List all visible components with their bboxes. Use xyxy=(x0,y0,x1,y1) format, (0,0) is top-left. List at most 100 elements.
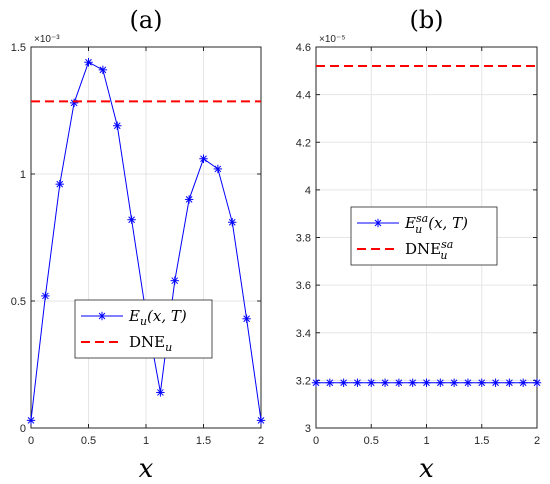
data-point xyxy=(97,311,107,321)
data-point xyxy=(242,314,251,323)
y-tick-label: 3.8 xyxy=(296,233,311,245)
y-tick-label: 3.4 xyxy=(296,328,311,340)
legend-box xyxy=(74,299,213,359)
x-tick-label: 0 xyxy=(28,435,34,447)
x-tick-label: 1 xyxy=(423,435,429,447)
data-point xyxy=(26,416,36,425)
star-stroke xyxy=(243,315,250,323)
star-stroke xyxy=(171,277,179,285)
data-point xyxy=(84,58,93,67)
data-point xyxy=(184,195,194,204)
legend-entry: DNEu xyxy=(129,333,172,354)
y-tick-label: 1 xyxy=(20,169,26,181)
data-point xyxy=(505,378,514,387)
data-point xyxy=(422,378,431,387)
legend: Eu(x, T)DNEu xyxy=(74,299,213,359)
y-tick-label: 0 xyxy=(20,423,26,435)
data-point xyxy=(228,218,237,227)
data-point xyxy=(373,218,383,228)
x-tick-label: 1.5 xyxy=(474,435,489,447)
star-stroke xyxy=(99,66,107,74)
data-point xyxy=(491,378,500,387)
legend-box xyxy=(350,206,498,266)
legend-main: E xyxy=(404,214,416,232)
y-tick-label: 4.2 xyxy=(296,137,311,149)
data-point xyxy=(55,179,64,189)
x-tick-label: 2 xyxy=(258,435,264,447)
y-exponent-label: ×10⁻⁵ xyxy=(319,34,345,45)
star-stroke xyxy=(128,216,135,224)
legend: Esa u (x, T)DNEsa u xyxy=(350,206,498,266)
x-tick-label: 0.5 xyxy=(364,435,379,447)
star-stroke xyxy=(478,379,486,387)
star-stroke xyxy=(326,379,334,387)
star-stroke xyxy=(312,379,320,387)
star-stroke xyxy=(42,292,49,300)
x-tick-label: 2 xyxy=(534,435,540,447)
star-stroke xyxy=(185,196,193,203)
y-exponent-label: ×10⁻³ xyxy=(34,34,60,45)
data-point xyxy=(449,378,459,387)
data-point xyxy=(339,378,348,387)
star-stroke xyxy=(27,417,35,424)
star-stroke xyxy=(56,180,64,188)
data-point xyxy=(213,164,223,174)
star-stroke xyxy=(228,218,236,226)
data-point xyxy=(156,388,165,397)
legend-rest: (x, T) xyxy=(147,307,187,325)
data-point xyxy=(380,378,390,387)
star-stroke xyxy=(214,165,222,173)
data-point xyxy=(311,378,321,387)
data-point xyxy=(113,121,122,130)
legend-main: DNE xyxy=(405,240,441,258)
star-stroke xyxy=(374,219,382,227)
legend-entry: Esa u (x, T) xyxy=(404,212,468,236)
star-stroke xyxy=(436,379,444,387)
data-point xyxy=(98,65,108,75)
star-stroke xyxy=(113,122,121,130)
y-tick-label: 3.2 xyxy=(296,375,311,387)
y-tick-label: 0.5 xyxy=(11,296,26,308)
legend-sup: sa xyxy=(441,238,453,251)
data-point xyxy=(518,378,528,387)
star-stroke xyxy=(409,379,417,387)
y-tick-label: 4.6 xyxy=(296,42,311,54)
x-tick-label: 0.5 xyxy=(81,435,96,447)
data-point xyxy=(69,98,79,108)
data-point xyxy=(436,378,445,387)
star-stroke xyxy=(98,312,106,320)
data-point xyxy=(170,276,179,285)
star-stroke xyxy=(506,379,513,387)
x-axis-label: x xyxy=(139,454,154,484)
data-point xyxy=(367,378,376,387)
data-point xyxy=(477,378,486,387)
legend-entry: Eu(x, T) xyxy=(128,307,187,328)
star-stroke xyxy=(395,379,403,387)
panel-title: (a) xyxy=(129,6,162,34)
data-point xyxy=(463,378,473,387)
data-point xyxy=(256,416,266,425)
legend-sup: sa xyxy=(416,212,428,225)
star-stroke xyxy=(340,379,347,387)
star-stroke xyxy=(450,379,458,387)
legend-entry: DNEsa u xyxy=(405,238,453,262)
star-stroke xyxy=(492,379,499,387)
legend-sub: u xyxy=(140,315,147,328)
star-stroke xyxy=(423,379,430,387)
legend-main: DNE xyxy=(129,333,165,351)
panel-b: 0 0.5 1 1.5 2 3 3.2 3.4 3.6 3.8 4 4.2 4.4 4.6 ×10⁻⁵ (b)… xyxy=(296,6,542,484)
panel-a: 0 0.5 1 1.5 200.511.5×10⁻³(a)xEu(x, T)DNEu xyxy=(11,6,266,484)
y-tick-label: 4 xyxy=(305,185,311,197)
x-axis-label: x xyxy=(419,454,434,484)
star-stroke xyxy=(519,379,527,387)
data-point xyxy=(532,378,542,387)
data-point xyxy=(127,215,136,224)
y-tick-label: 3.6 xyxy=(296,280,311,292)
y-tick-label: 1.5 xyxy=(11,42,26,54)
x-tick-label: 0 xyxy=(313,435,319,447)
star-stroke xyxy=(381,379,389,387)
data-point xyxy=(325,378,335,387)
data-point xyxy=(353,378,362,387)
data-point xyxy=(394,378,404,387)
